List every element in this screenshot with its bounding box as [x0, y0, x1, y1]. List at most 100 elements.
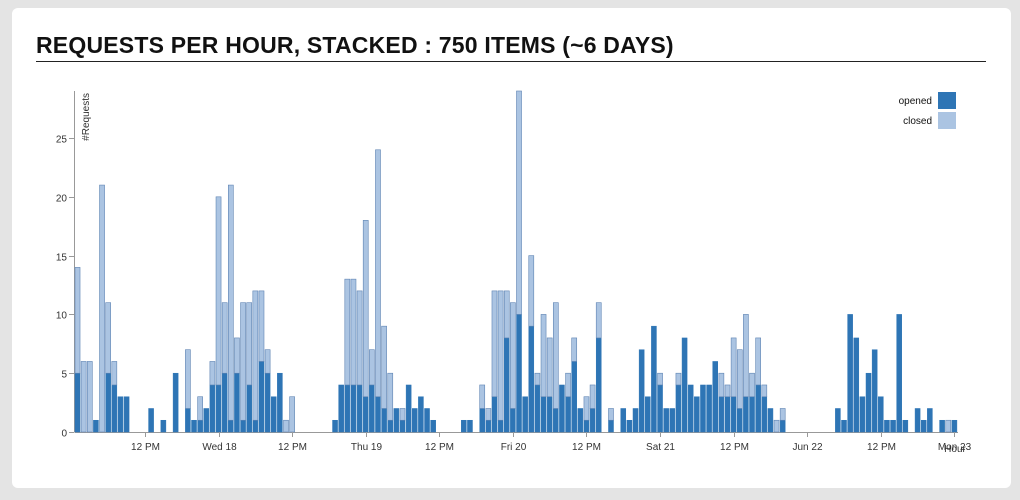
bar-opened [583, 419, 590, 433]
bar-closed [80, 361, 87, 433]
y-tick-label: 15 [56, 253, 68, 264]
bar-closed [718, 372, 725, 398]
bar-closed [264, 349, 271, 374]
bar-opened [565, 396, 571, 433]
bar-closed [552, 302, 559, 409]
bar-closed [583, 396, 590, 421]
bar-opened [920, 419, 927, 433]
bar-opened [234, 372, 240, 433]
bar-opened [767, 408, 774, 433]
bar-closed [240, 302, 246, 421]
bar-opened [724, 396, 731, 433]
bar-opened [393, 408, 400, 433]
bar-opened [277, 372, 283, 433]
bar-opened [356, 384, 363, 433]
bar-closed [228, 184, 234, 421]
bar-opened [74, 372, 81, 433]
bar-closed [387, 372, 394, 421]
bar-opened [197, 419, 203, 433]
bar-closed [608, 408, 614, 421]
bar-closed [761, 384, 768, 398]
y-tick-label: 5 [61, 370, 67, 381]
bar-opened [148, 408, 154, 433]
bar-opened [270, 396, 277, 433]
chart-title: REQUESTS PER HOUR, STACKED : 750 ITEMS (… [36, 32, 674, 58]
y-tick-label: 0 [61, 429, 67, 440]
bar-opened [835, 408, 841, 433]
bar-opened [93, 419, 99, 433]
bar-opened [522, 396, 528, 433]
bar-closed [736, 349, 743, 409]
bar-opened [105, 372, 111, 433]
bar-opened [228, 419, 234, 433]
bar-opened [571, 361, 577, 433]
x-tick-label: 12 PM [720, 442, 749, 453]
bar-opened [203, 408, 210, 433]
bar-closed [209, 361, 216, 386]
y-axis-label: #Requests [81, 93, 92, 141]
bar-opened [761, 396, 768, 433]
bar-opened [651, 325, 657, 433]
bar-opened [939, 419, 945, 433]
bar-closed [755, 337, 761, 386]
bar-opened [718, 396, 725, 433]
bar-closed [111, 361, 118, 386]
x-tick-label: Jun 22 [792, 442, 822, 453]
bar-opened [687, 384, 694, 433]
y-tick-label: 20 [56, 194, 68, 205]
bar-opened [681, 337, 688, 433]
bar-closed [516, 90, 522, 315]
x-tick-label: Sat 21 [646, 442, 675, 453]
bar-opened [332, 419, 338, 433]
y-tick-label: 25 [56, 135, 68, 146]
bar-closed [479, 384, 486, 409]
bar-opened [669, 408, 676, 433]
bar-closed [356, 290, 363, 386]
bar-opened [620, 408, 627, 433]
bar-opened [878, 396, 884, 433]
bar-closed [283, 419, 289, 433]
bar-closed [362, 220, 369, 398]
bar-opened [497, 419, 504, 433]
bar-opened [871, 349, 878, 433]
bar-opened [706, 384, 712, 433]
bar-opened [344, 384, 351, 433]
bar-opened [749, 396, 755, 433]
bar-closed [675, 372, 682, 386]
bar-opened [111, 384, 118, 433]
bar-closed [369, 349, 375, 386]
bar-opened [338, 384, 344, 433]
bar-closed [534, 372, 541, 386]
x-axis-label: Hour [944, 444, 966, 455]
bar-opened [528, 325, 535, 433]
bar-opened [884, 419, 890, 433]
bar-opened [577, 408, 584, 433]
bar-opened [589, 408, 596, 433]
bar-closed [105, 302, 111, 374]
bar-opened [638, 349, 645, 433]
bar-closed [779, 408, 786, 421]
bar-opened [553, 408, 559, 433]
bar-opened [902, 419, 909, 433]
bar-opened [534, 384, 541, 433]
bar-closed [344, 278, 351, 386]
bar-opened [951, 419, 958, 433]
bar-opened [743, 396, 749, 433]
bar-closed [724, 384, 731, 398]
bar-opened [240, 419, 246, 433]
bar-closed [99, 184, 105, 433]
bar-closed [375, 149, 381, 398]
bar-closed [510, 302, 516, 409]
bar-opened [362, 396, 369, 433]
bar-closed [197, 396, 203, 421]
bar-opened [712, 361, 718, 433]
legend: opened closed [899, 92, 956, 129]
bar-opened [914, 408, 921, 433]
title-rule [36, 61, 986, 62]
bar-opened [172, 372, 179, 433]
bar-opened [927, 408, 933, 433]
bar-opened [595, 337, 602, 433]
bar-opened [663, 408, 669, 433]
bar-opened [215, 384, 222, 433]
bar-opened [510, 408, 516, 433]
